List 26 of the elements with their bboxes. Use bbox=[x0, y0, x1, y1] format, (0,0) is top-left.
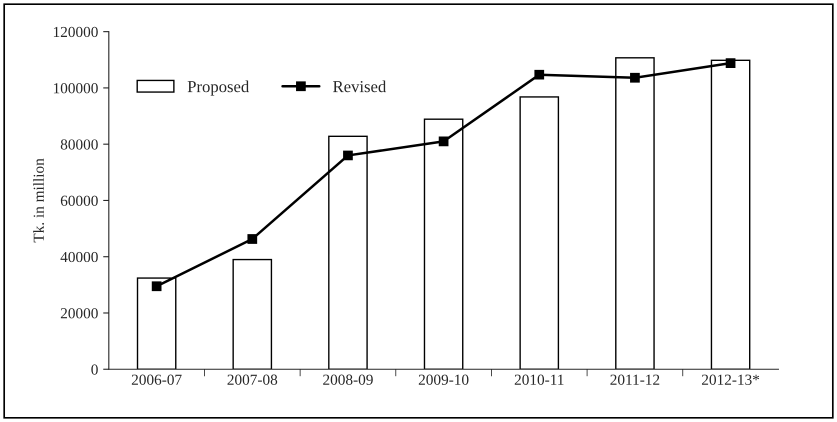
x-tick-label: 2012-13* bbox=[702, 374, 760, 385]
y-tick-label: 0 bbox=[91, 364, 98, 375]
y-axis-title: Tk. in million bbox=[33, 158, 44, 242]
x-tick-label: 2010-11 bbox=[514, 374, 564, 385]
x-tick-label: 2011-12 bbox=[610, 374, 660, 385]
point bbox=[438, 136, 448, 146]
x-tick-label: 2009-10 bbox=[418, 374, 468, 385]
point bbox=[534, 70, 544, 80]
y-tick-label: 80000 bbox=[60, 139, 98, 150]
bar bbox=[232, 258, 272, 370]
y-tick-label: 100000 bbox=[54, 83, 98, 94]
y-tick-label: 40000 bbox=[60, 252, 98, 262]
x-tick-label: 2006-07 bbox=[132, 374, 182, 385]
y-tick-label: 60000 bbox=[60, 196, 98, 206]
legend-label: Proposed bbox=[188, 80, 250, 96]
point bbox=[630, 72, 640, 83]
legend-label: Revised bbox=[333, 80, 386, 92]
bar bbox=[519, 96, 560, 370]
point bbox=[343, 150, 353, 160]
y-tick-label: 20000 bbox=[60, 308, 98, 318]
y-tick-label: 120000 bbox=[54, 26, 98, 38]
point bbox=[152, 281, 162, 292]
point bbox=[247, 234, 258, 244]
x-tick-label: 2007-08 bbox=[228, 374, 278, 385]
point bbox=[726, 58, 736, 68]
x-tick-label: 2008-09 bbox=[323, 374, 373, 385]
